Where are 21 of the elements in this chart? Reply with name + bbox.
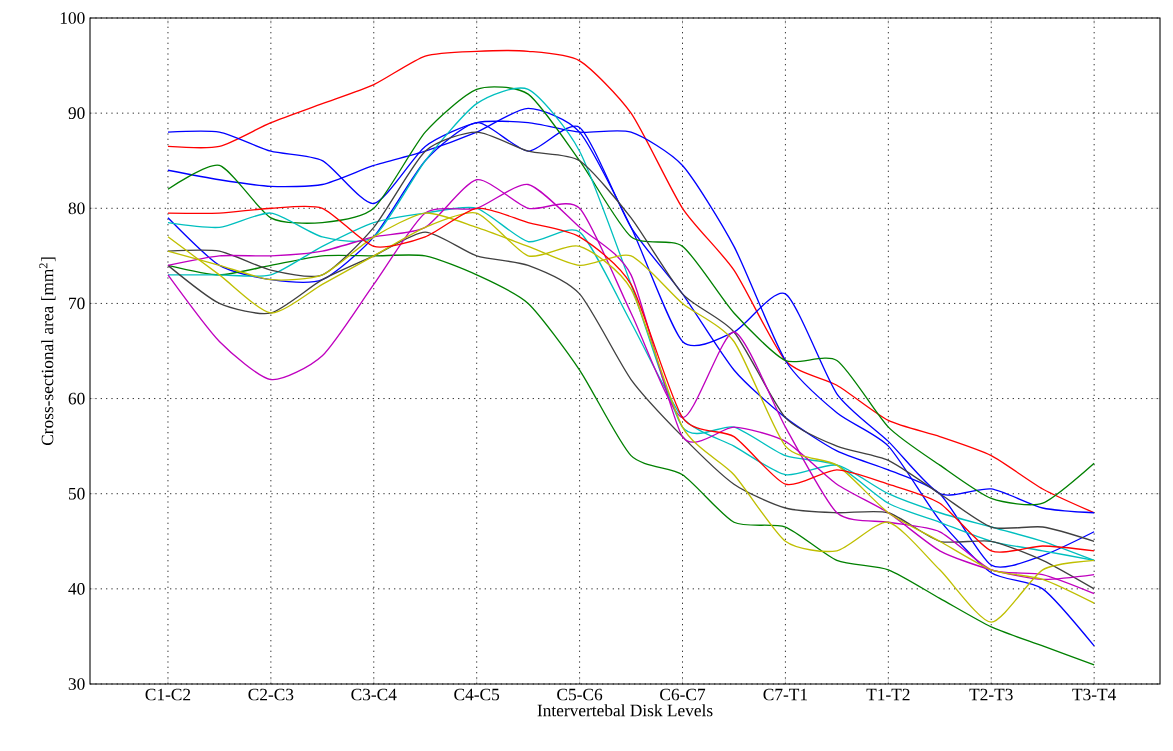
x-tick-label: T2-T3 [969,688,1013,701]
y-tick-label: 70 [69,297,85,310]
y-tick-label: 80 [68,202,85,215]
x-tick-label: T1-T2 [866,688,910,701]
x-tick-label: C2-C3 [248,688,294,701]
line-series [167,254,1095,666]
y-tick-label: 100 [60,12,85,24]
x-tick-label: T3-T4 [1072,688,1117,701]
x-tick-label: C6-C7 [660,688,706,701]
x-axis-title: Intervertebal Disk Levels [537,704,713,717]
y-axis-title: Cross-sectional area [mm$^{2}$] [39,257,56,446]
y-tick-label: 40 [68,583,85,595]
x-tick-label: C4-C5 [454,688,500,701]
x-tick-label: C1-C2 [145,688,191,701]
x-tick-label: C3-C4 [351,688,397,701]
y-tick-label: 30 [68,678,85,690]
x-tick-label: C7-T1 [763,688,808,701]
y-tick-label: 90 [68,107,85,119]
y-tick-label: 60 [68,392,85,405]
x-tick-label: C5-C6 [557,688,603,701]
y-tick-label: 50 [68,487,85,500]
